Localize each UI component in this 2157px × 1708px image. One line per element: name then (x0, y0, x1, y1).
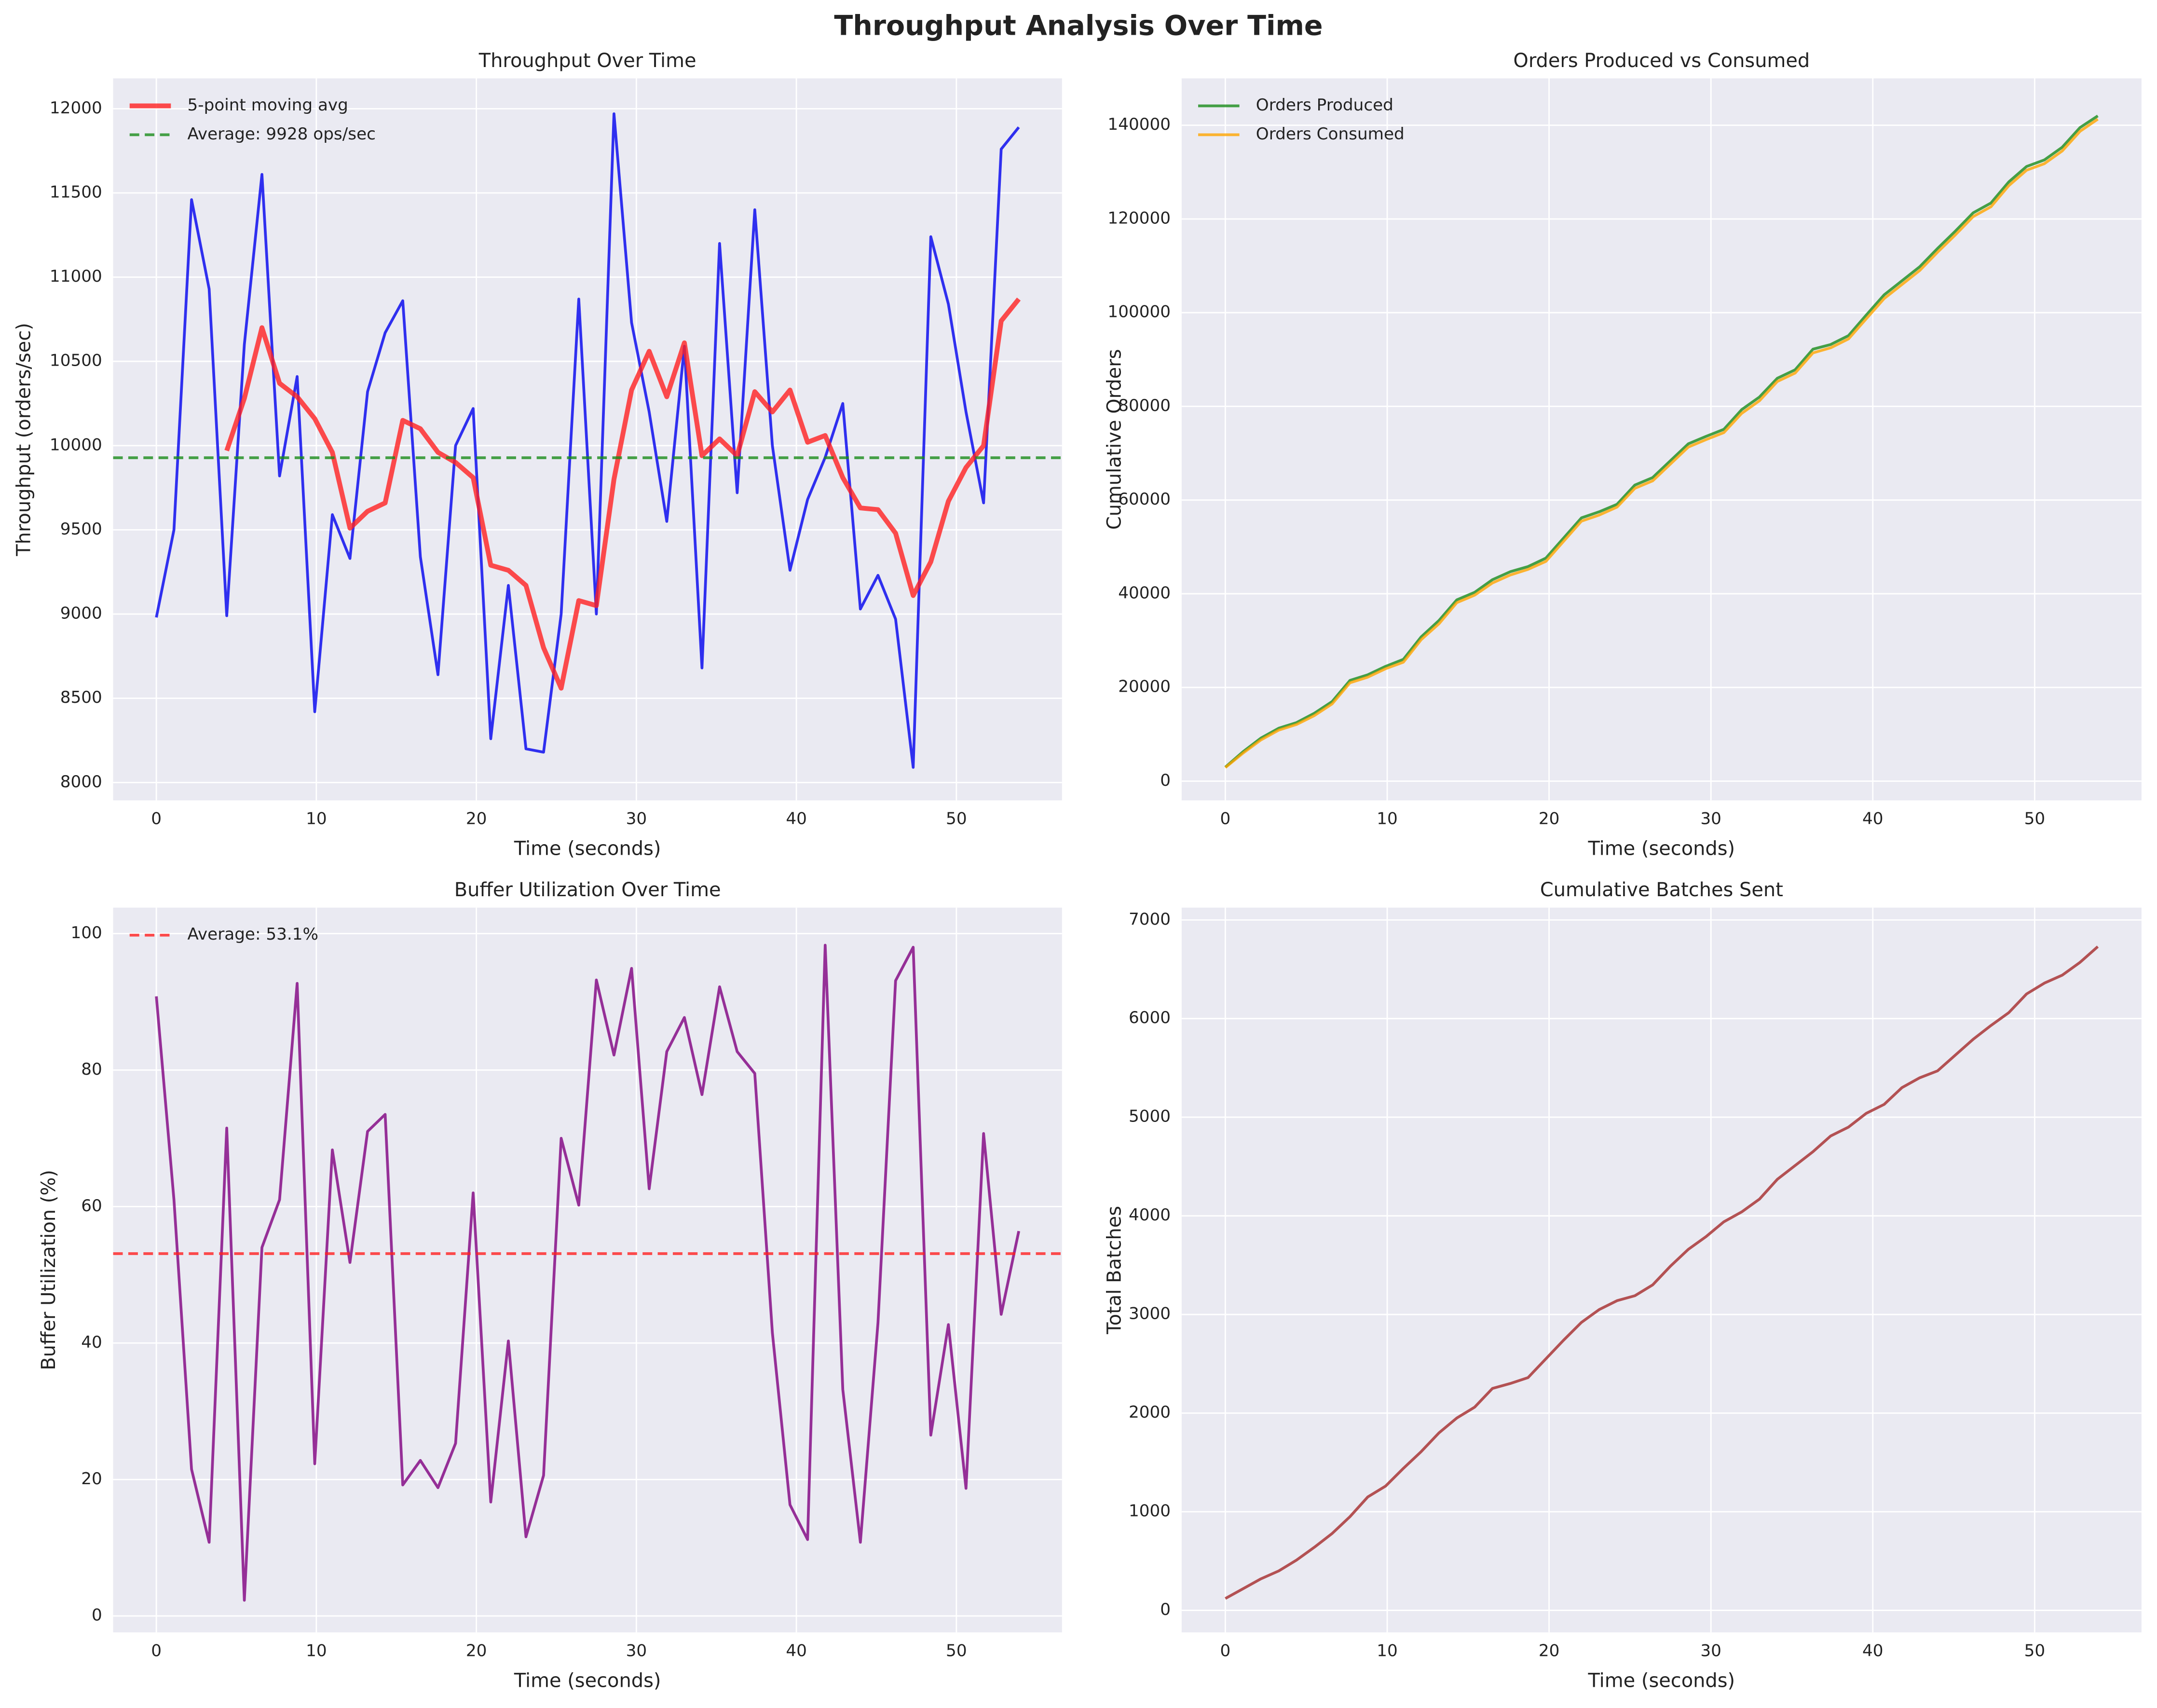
y-tick-label: 100 (70, 923, 102, 943)
subplot-title: Buffer Utilization Over Time (454, 879, 721, 901)
x-tick-label: 50 (946, 809, 967, 829)
x-tick-label: 50 (2024, 1641, 2046, 1661)
x-tick-label: 20 (466, 809, 487, 829)
y-tick-label: 10000 (50, 435, 102, 454)
legend-label: 5-point moving avg (188, 96, 348, 115)
x-tick-label: 50 (2024, 809, 2046, 829)
y-tick-label: 140000 (1107, 115, 1171, 134)
y-tick-label: 4000 (1129, 1205, 1171, 1225)
plot-area (113, 907, 1062, 1633)
series-line (155, 943, 1020, 1602)
y-axis-label: Cumulative Orders (1103, 349, 1125, 530)
series-line (224, 297, 1021, 691)
y-tick-label: 80000 (1118, 396, 1171, 415)
x-axis-label: Time (seconds) (514, 837, 661, 860)
y-tick-label: 0 (92, 1606, 102, 1625)
subplot-title: Cumulative Batches Sent (1540, 879, 1783, 901)
y-tick-label: 40000 (1118, 583, 1171, 602)
y-tick-label: 9000 (60, 604, 102, 623)
x-tick-label: 20 (1539, 809, 1560, 829)
x-tick-label: 10 (1377, 1641, 1398, 1661)
y-tick-label: 3000 (1129, 1304, 1171, 1324)
y-tick-label: 0 (1160, 771, 1171, 790)
x-tick-label: 30 (1700, 809, 1721, 829)
legend-label: Average: 53.1% (188, 925, 319, 944)
legend-label: Average: 9928 ops/sec (188, 124, 376, 144)
y-tick-label: 12000 (50, 98, 102, 118)
series-line (1224, 118, 2099, 769)
x-tick-label: 30 (626, 809, 647, 829)
x-tick-label: 30 (626, 1641, 647, 1661)
subplot-title: Orders Produced vs Consumed (1513, 50, 1810, 72)
x-axis-label: Time (seconds) (514, 1669, 661, 1692)
y-tick-label: 60000 (1118, 490, 1171, 509)
y-tick-label: 8000 (60, 772, 102, 792)
plot-area (1181, 907, 2142, 1633)
x-tick-label: 20 (1539, 1641, 1560, 1661)
y-tick-label: 7000 (1129, 910, 1171, 929)
y-tick-label: 10500 (50, 351, 102, 370)
x-tick-label: 40 (1862, 809, 1884, 829)
x-tick-label: 0 (151, 1641, 162, 1661)
y-tick-label: 20000 (1118, 677, 1171, 697)
y-tick-label: 2000 (1129, 1403, 1171, 1422)
y-tick-label: 120000 (1107, 208, 1171, 228)
y-tick-label: 0 (1160, 1600, 1171, 1619)
subplot-title: Throughput Over Time (478, 50, 696, 72)
x-axis-label: Time (seconds) (1588, 837, 1735, 860)
y-tick-label: 5000 (1129, 1107, 1171, 1126)
x-tick-label: 0 (151, 809, 162, 829)
y-tick-label: 20 (81, 1469, 102, 1489)
series-line (1225, 945, 2099, 1600)
x-tick-label: 0 (1220, 1641, 1231, 1661)
y-tick-label: 60 (81, 1196, 102, 1216)
x-tick-label: 20 (466, 1641, 487, 1661)
x-tick-label: 50 (946, 1641, 967, 1661)
x-tick-label: 30 (1700, 1641, 1721, 1661)
x-tick-label: 10 (306, 1641, 327, 1661)
x-tick-label: 10 (306, 809, 327, 829)
series-line (1224, 114, 2099, 768)
x-tick-label: 40 (786, 809, 807, 829)
y-axis-label: Total Batches (1103, 1206, 1125, 1335)
x-tick-label: 40 (1862, 1641, 1884, 1661)
y-tick-label: 40 (81, 1333, 102, 1352)
y-tick-label: 100000 (1107, 302, 1171, 322)
legend-label: Orders Consumed (1256, 124, 1405, 144)
y-tick-label: 11500 (50, 182, 102, 202)
x-tick-label: 40 (786, 1641, 807, 1661)
x-tick-label: 0 (1220, 809, 1231, 829)
y-tick-label: 1000 (1129, 1502, 1171, 1521)
y-tick-label: 6000 (1129, 1008, 1171, 1027)
y-tick-label: 8500 (60, 688, 102, 707)
plot-area (1181, 78, 2142, 801)
y-axis-label: Throughput (orders/sec) (13, 323, 35, 557)
figure-title: Throughput Analysis Over Time (834, 10, 1323, 42)
y-tick-label: 11000 (50, 267, 102, 286)
x-tick-label: 10 (1377, 809, 1398, 829)
x-axis-label: Time (seconds) (1588, 1669, 1735, 1692)
legend-label: Orders Produced (1256, 96, 1393, 115)
y-tick-label: 9500 (60, 519, 102, 539)
y-tick-label: 80 (81, 1060, 102, 1079)
y-axis-label: Buffer Utilization (%) (38, 1170, 60, 1370)
